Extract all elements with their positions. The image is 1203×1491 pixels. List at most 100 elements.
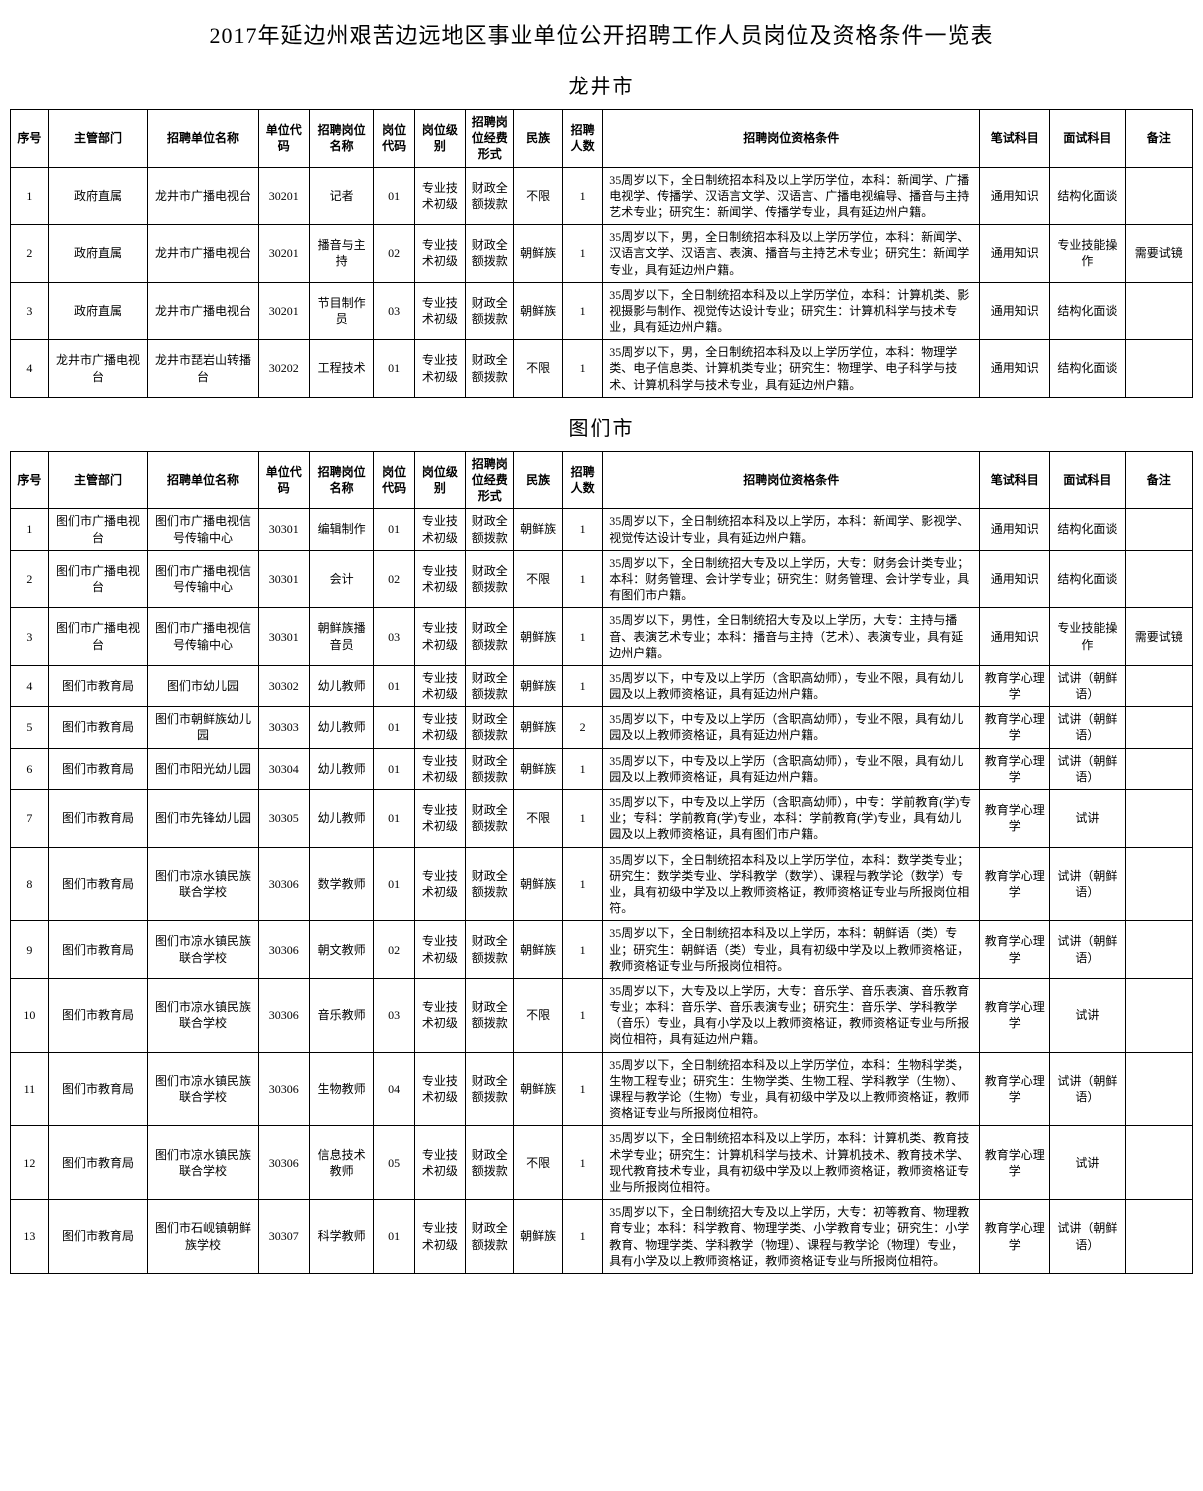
- city-heading: 图们市: [10, 412, 1193, 441]
- cell-poscode: 01: [374, 707, 414, 748]
- table-row: 13图们市教育局图们市石岘镇朝鲜族学校30307科学教师01专业技术初级财政全额…: [11, 1200, 1193, 1274]
- cell-interview: 试讲（朝鲜语）: [1050, 1200, 1125, 1274]
- table-header-cell: 单位代码: [258, 110, 309, 168]
- cell-seq: 3: [11, 608, 49, 666]
- cell-req: 35周岁以下，中专及以上学历（含职高幼师），专业不限，具有幼儿园及以上教师资格证…: [603, 707, 980, 748]
- cell-level: 专业技术初级: [414, 550, 465, 608]
- cell-num: 1: [562, 550, 602, 608]
- cell-interview: 结构化面谈: [1050, 550, 1125, 608]
- table-row: 3图们市广播电视台图们市广播电视信号传输中心30301朝鲜族播音员03专业技术初…: [11, 608, 1193, 666]
- cell-unitcode: 30305: [258, 790, 309, 848]
- cell-level: 专业技术初级: [414, 1126, 465, 1200]
- cell-req: 35周岁以下，全日制统招本科及以上学历，本科：新闻学、影视学、视觉传达设计专业，…: [603, 509, 980, 550]
- cell-interview: 专业技能操作: [1050, 608, 1125, 666]
- table-row: 6图们市教育局图们市阳光幼儿园30304幼儿教师01专业技术初级财政全额拨款朝鲜…: [11, 748, 1193, 789]
- cell-seq: 13: [11, 1200, 49, 1274]
- cell-poscode: 01: [374, 1200, 414, 1274]
- cell-interview: 试讲（朝鲜语）: [1050, 748, 1125, 789]
- table-row: 8图们市教育局图们市凉水镇民族联合学校30306数学教师01专业技术初级财政全额…: [11, 847, 1193, 921]
- cell-ethnic: 不限: [514, 550, 562, 608]
- cell-written: 教育学心理学: [980, 921, 1050, 979]
- cell-seq: 4: [11, 340, 49, 398]
- cell-interview: 试讲（朝鲜语）: [1050, 921, 1125, 979]
- cell-poscode: 01: [374, 167, 414, 225]
- cell-unitcode: 30306: [258, 1052, 309, 1126]
- cell-level: 专业技术初级: [414, 707, 465, 748]
- cell-seq: 1: [11, 509, 49, 550]
- cell-fund: 财政全额拨款: [465, 748, 513, 789]
- cell-seq: 5: [11, 707, 49, 748]
- cell-remark: [1125, 550, 1192, 608]
- cell-req: 35周岁以下，大专及以上学历，大专：音乐学、音乐表演、音乐教育专业；本科：音乐学…: [603, 978, 980, 1052]
- cell-unitcode: 30301: [258, 509, 309, 550]
- table-row: 2政府直属龙井市广播电视台30201播音与主持02专业技术初级财政全额拨款朝鲜族…: [11, 225, 1193, 283]
- cell-dept: 图们市广播电视台: [48, 550, 148, 608]
- cell-remark: [1125, 1126, 1192, 1200]
- cell-posname: 信息技术教师: [309, 1126, 374, 1200]
- cell-level: 专业技术初级: [414, 509, 465, 550]
- cell-ethnic: 不限: [514, 978, 562, 1052]
- cell-remark: [1125, 748, 1192, 789]
- recruitment-table: 序号主管部门招聘单位名称单位代码招聘岗位名称岗位代码岗位级别招聘岗位经费形式民族…: [10, 451, 1193, 1274]
- cell-ethnic: 朝鲜族: [514, 225, 562, 283]
- table-row: 2图们市广播电视台图们市广播电视信号传输中心30301会计02专业技术初级财政全…: [11, 550, 1193, 608]
- cell-seq: 10: [11, 978, 49, 1052]
- cell-written: 教育学心理学: [980, 665, 1050, 706]
- cell-ethnic: 朝鲜族: [514, 509, 562, 550]
- cell-dept: 图们市教育局: [48, 1126, 148, 1200]
- cell-unitcode: 30306: [258, 978, 309, 1052]
- cell-req: 35周岁以下，中专及以上学历（含职高幼师），中专：学前教育(学)专业；专科：学前…: [603, 790, 980, 848]
- cell-fund: 财政全额拨款: [465, 282, 513, 340]
- cell-num: 1: [562, 978, 602, 1052]
- cell-unit: 图们市朝鲜族幼儿园: [148, 707, 258, 748]
- cell-req: 35周岁以下，全日制统招本科及以上学历学位，本科：数学类专业；研究生：数学类专业…: [603, 847, 980, 921]
- table-row: 10图们市教育局图们市凉水镇民族联合学校30306音乐教师03专业技术初级财政全…: [11, 978, 1193, 1052]
- cell-ethnic: 朝鲜族: [514, 608, 562, 666]
- cell-remark: [1125, 665, 1192, 706]
- cell-seq: 3: [11, 282, 49, 340]
- cell-ethnic: 朝鲜族: [514, 665, 562, 706]
- cell-ethnic: 不限: [514, 790, 562, 848]
- cell-level: 专业技术初级: [414, 225, 465, 283]
- cell-level: 专业技术初级: [414, 978, 465, 1052]
- table-row: 1图们市广播电视台图们市广播电视信号传输中心30301编辑制作01专业技术初级财…: [11, 509, 1193, 550]
- table-row: 4图们市教育局图们市幼儿园30302幼儿教师01专业技术初级财政全额拨款朝鲜族1…: [11, 665, 1193, 706]
- cell-unit: 龙井市广播电视台: [148, 167, 258, 225]
- cell-num: 1: [562, 1052, 602, 1126]
- recruitment-table: 序号主管部门招聘单位名称单位代码招聘岗位名称岗位代码岗位级别招聘岗位经费形式民族…: [10, 109, 1193, 398]
- cell-ethnic: 朝鲜族: [514, 748, 562, 789]
- cell-unitcode: 30304: [258, 748, 309, 789]
- cell-poscode: 03: [374, 282, 414, 340]
- cell-unit: 图们市石岘镇朝鲜族学校: [148, 1200, 258, 1274]
- cell-remark: [1125, 1200, 1192, 1274]
- table-header-cell: 笔试科目: [980, 451, 1050, 509]
- cell-level: 专业技术初级: [414, 921, 465, 979]
- cell-seq: 6: [11, 748, 49, 789]
- cell-interview: 结构化面谈: [1050, 282, 1125, 340]
- cell-num: 1: [562, 790, 602, 848]
- cell-unit: 图们市幼儿园: [148, 665, 258, 706]
- cell-written: 通用知识: [980, 550, 1050, 608]
- cell-remark: [1125, 282, 1192, 340]
- cell-fund: 财政全额拨款: [465, 340, 513, 398]
- cell-posname: 幼儿教师: [309, 748, 374, 789]
- cell-written: 通用知识: [980, 282, 1050, 340]
- cell-unitcode: 30301: [258, 550, 309, 608]
- cell-dept: 图们市教育局: [48, 978, 148, 1052]
- cell-remark: [1125, 340, 1192, 398]
- cell-interview: 结构化面谈: [1050, 509, 1125, 550]
- cell-written: 教育学心理学: [980, 1052, 1050, 1126]
- table-header-cell: 民族: [514, 451, 562, 509]
- cell-unit: 图们市先锋幼儿园: [148, 790, 258, 848]
- cell-ethnic: 不限: [514, 1126, 562, 1200]
- cell-dept: 图们市广播电视台: [48, 608, 148, 666]
- cell-remark: 需要试镜: [1125, 225, 1192, 283]
- cell-fund: 财政全额拨款: [465, 790, 513, 848]
- cell-ethnic: 朝鲜族: [514, 1052, 562, 1126]
- cell-unitcode: 30306: [258, 1126, 309, 1200]
- cell-seq: 1: [11, 167, 49, 225]
- cell-dept: 图们市教育局: [48, 1200, 148, 1274]
- cell-req: 35周岁以下，中专及以上学历（含职高幼师），专业不限，具有幼儿园及以上教师资格证…: [603, 665, 980, 706]
- cell-poscode: 01: [374, 509, 414, 550]
- cell-num: 1: [562, 1200, 602, 1274]
